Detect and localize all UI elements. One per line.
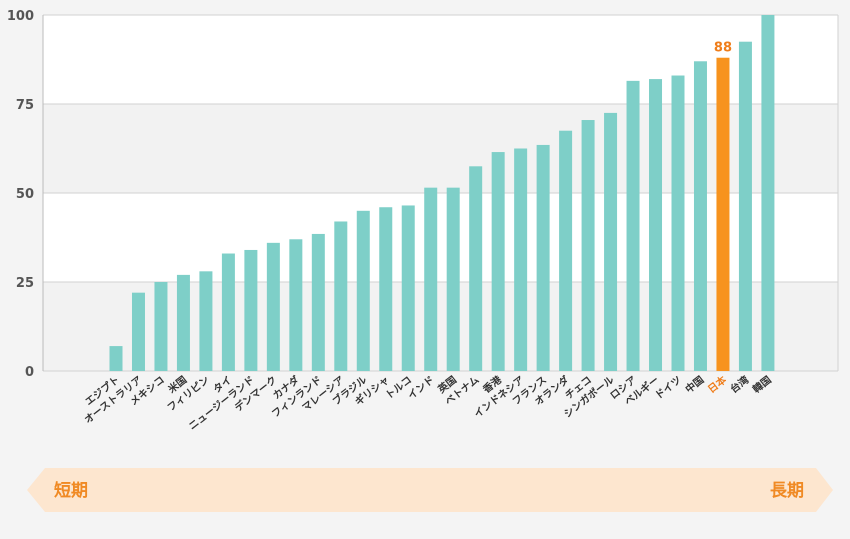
bar	[761, 15, 775, 371]
bar	[671, 75, 685, 372]
x-tick-label: ドイツ	[653, 374, 684, 402]
bar	[693, 61, 707, 371]
bar	[266, 242, 280, 371]
bar	[199, 271, 213, 371]
y-tick-label: 25	[16, 276, 34, 291]
data-label: 88	[714, 41, 732, 56]
bar	[356, 210, 370, 371]
scale-left-label: 短期	[54, 480, 88, 501]
bar	[514, 148, 528, 371]
bar	[491, 152, 505, 371]
bar	[289, 239, 303, 371]
y-tick-label: 50	[16, 187, 34, 202]
y-tick-label: 75	[16, 98, 34, 113]
bar	[176, 274, 190, 371]
bar	[244, 249, 258, 371]
bar	[424, 187, 438, 371]
x-tick-label: 韓国	[750, 373, 774, 396]
bar	[559, 130, 573, 371]
bar	[604, 112, 618, 372]
x-tick-label: 中国	[683, 373, 707, 396]
bar	[446, 187, 460, 371]
scale-right-label: 長期	[770, 481, 804, 501]
bar	[738, 41, 752, 371]
y-tick-label: 100	[7, 9, 34, 24]
bar	[221, 253, 235, 371]
bar	[311, 233, 325, 371]
y-tick-label: 0	[25, 365, 34, 380]
bar	[626, 80, 640, 372]
bar	[109, 346, 123, 371]
bar	[131, 292, 145, 371]
bar	[649, 79, 663, 371]
scale-arrow	[27, 468, 833, 512]
bar	[379, 207, 393, 371]
x-tick-label: 日本	[705, 373, 730, 396]
bar	[469, 166, 483, 371]
bar	[154, 282, 168, 371]
bar	[716, 57, 730, 371]
bar	[334, 221, 348, 371]
bar	[401, 205, 415, 371]
bar	[536, 144, 550, 371]
bar	[581, 120, 595, 372]
x-tick-label: 台湾	[728, 373, 752, 396]
x-tick-label: インド	[406, 374, 437, 402]
